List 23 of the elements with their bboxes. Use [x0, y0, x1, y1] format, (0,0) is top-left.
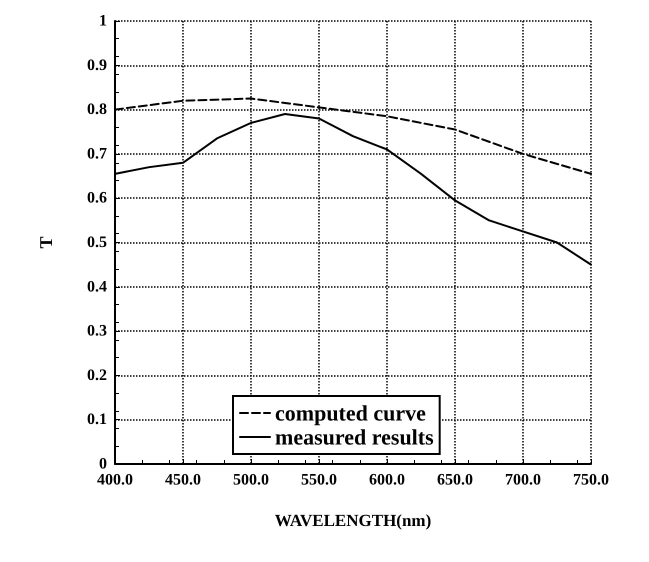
- y-tick-label: 0.7: [87, 145, 107, 162]
- x-tick-label: 750.0: [573, 472, 609, 488]
- y-tick-label: 0: [99, 456, 107, 472]
- x-tick-label: 550.0: [301, 472, 337, 488]
- y-tick-label: 0.8: [87, 101, 107, 118]
- x-tick-label: 400.0: [97, 472, 133, 488]
- y-tick-label: 0.3: [87, 322, 107, 340]
- x-tick-label: 450.0: [165, 472, 201, 488]
- y-tick-label: 0.4: [87, 278, 107, 296]
- legend-label: computed curve: [275, 400, 426, 426]
- y-tick-label: 0.5: [87, 234, 107, 251]
- x-tick-label: 700.0: [505, 472, 541, 488]
- y-tick-label: 0.6: [87, 190, 107, 207]
- y-tick-label: 0.9: [87, 56, 107, 74]
- legend-label: measured results: [275, 424, 434, 450]
- y-axis-title: T: [36, 236, 56, 249]
- y-tick-label: 1: [99, 12, 107, 30]
- x-tick-label: 650.0: [437, 472, 473, 488]
- y-tick-label: 0.1: [87, 411, 107, 428]
- y-tick-label: 0.2: [87, 366, 107, 384]
- x-tick-label: 500.0: [233, 472, 269, 488]
- x-tick-label: 600.0: [369, 472, 405, 488]
- x-axis-title: WAVELENGTH(nm): [274, 511, 432, 530]
